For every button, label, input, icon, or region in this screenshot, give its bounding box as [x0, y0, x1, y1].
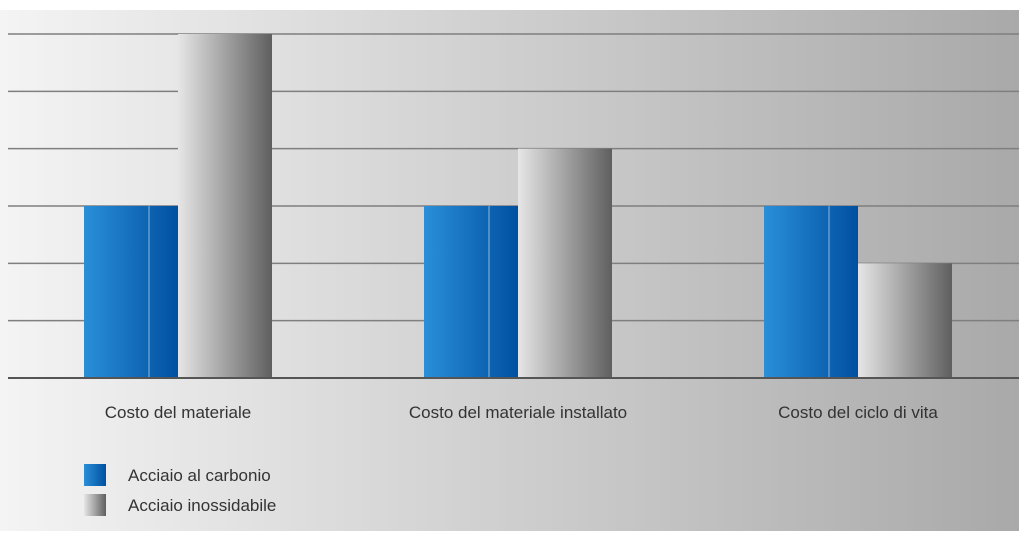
bar-inossidabile-1	[178, 34, 272, 378]
bar-carbonio-3	[764, 206, 858, 378]
legend-label: Acciaio inossidabile	[128, 496, 276, 515]
category-label: Costo del materiale installato	[409, 403, 627, 422]
bar-inossidabile-2	[518, 148, 612, 378]
bar-carbonio-2	[424, 206, 518, 378]
bars	[84, 34, 952, 378]
bar-inossidabile-3	[858, 263, 952, 378]
category-label: Costo del ciclo di vita	[778, 403, 938, 422]
category-label: Costo del materiale	[105, 403, 251, 422]
legend: Acciaio al carbonio Acciaio inossidabile	[84, 464, 276, 516]
legend-swatch-inossidabile	[84, 494, 106, 516]
category-labels: Costo del materiale Costo del materiale i…	[105, 403, 939, 422]
bar-carbonio-1	[84, 206, 178, 378]
legend-swatch-carbonio	[84, 464, 106, 486]
legend-label: Acciaio al carbonio	[128, 466, 271, 485]
